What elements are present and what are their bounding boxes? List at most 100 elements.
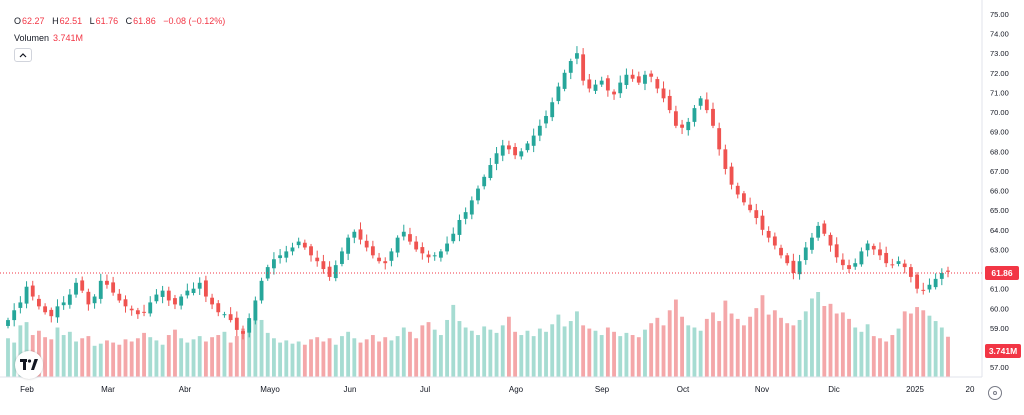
volume-bar [921, 310, 926, 377]
volume-bar [135, 338, 140, 377]
candle-body [735, 185, 740, 195]
candle-body [908, 267, 913, 277]
volume-bar [525, 330, 530, 377]
candle-body [438, 251, 443, 258]
y-tick-label: 60.00 [990, 304, 1009, 313]
change-value: −0.08 (−0.12%) [163, 16, 226, 26]
open-value: 62.27 [22, 16, 45, 26]
candle-body [395, 237, 400, 253]
y-tick-label: 65.00 [990, 206, 1009, 215]
candle-body [816, 225, 821, 238]
candle-body [939, 272, 944, 279]
candle-body [80, 280, 85, 291]
volume-bar [908, 313, 913, 377]
price-badge-label: 61.86 [991, 268, 1013, 278]
volume-bar [915, 307, 919, 377]
candle-body [377, 257, 381, 262]
volume-bar [661, 325, 666, 377]
volume-bar [834, 313, 839, 377]
volume-bar [389, 340, 394, 377]
volume-bar [55, 327, 60, 377]
candle-body [18, 302, 23, 308]
volume-bar [581, 325, 586, 377]
collapse-legend-button[interactable] [14, 48, 32, 62]
y-tick-label: 72.00 [990, 69, 1009, 78]
candle-body [599, 80, 604, 85]
volume-bar [760, 295, 765, 377]
candle-series [6, 46, 950, 340]
candle-body [612, 91, 616, 95]
y-tick-label: 59.00 [990, 324, 1009, 333]
candle-body [865, 243, 870, 251]
price-scale[interactable]: 75.00 74.00 73.00 72.00 71.00 70.00 69.00 68.00… [990, 10, 1009, 372]
x-tick-label: Abr [179, 385, 192, 394]
time-scale[interactable]: Feb Mar Abr Mayo Jun Jul Ago Sep Oct Nov Dic 2025 20 [20, 385, 975, 394]
volume-bar [742, 325, 746, 377]
volume-bar [717, 321, 722, 377]
candle-body [43, 306, 48, 313]
candle-body [358, 229, 363, 240]
candle-body [550, 102, 555, 118]
volume-bar [92, 345, 97, 377]
volume-bar [704, 318, 709, 377]
volume-bar [933, 321, 938, 377]
volume-bar [74, 341, 78, 377]
candle-body [302, 242, 307, 248]
volume-bar [686, 325, 691, 377]
volume-bar [12, 342, 17, 377]
volume-bar [754, 308, 759, 377]
settings-icon[interactable] [988, 386, 1002, 400]
volume-label: Volumen [14, 33, 50, 43]
candle-body [476, 188, 480, 201]
volume-bar [333, 344, 338, 377]
volume-bar [278, 342, 283, 377]
volume-bar [494, 332, 499, 377]
volume-bar [575, 311, 579, 377]
volume-value: 3.741M [53, 33, 84, 43]
volume-bar [265, 332, 270, 377]
y-tick-label: 70.00 [990, 108, 1009, 117]
volume-bar [618, 336, 623, 377]
volume-bar [513, 331, 518, 377]
volume-bar [185, 342, 190, 377]
volume-bar [426, 322, 431, 377]
volume-badge-label: 3.741M [989, 346, 1017, 356]
y-tick-label: 75.00 [990, 10, 1009, 19]
candle-body [148, 302, 153, 314]
candle-body [649, 73, 654, 77]
candle-body [643, 74, 647, 84]
volume-bar [259, 319, 264, 377]
candle-body [222, 314, 227, 316]
candle-body [333, 265, 338, 279]
volume-bar [432, 329, 437, 377]
volume-bar [160, 344, 165, 377]
candle-body [772, 236, 777, 246]
candle-body [321, 261, 326, 270]
low-value: 61.76 [95, 16, 119, 26]
candle-body [173, 298, 177, 305]
candle-body [327, 266, 332, 277]
candle-body [191, 288, 196, 294]
volume-bar [234, 336, 239, 377]
volume-bar [828, 303, 833, 377]
volume-bar [500, 325, 505, 377]
candle-body [451, 233, 456, 242]
open-key: O [14, 16, 22, 26]
volume-bar [395, 336, 400, 377]
volume-bar [43, 337, 48, 377]
volume-bar [105, 340, 109, 377]
candle-body [457, 219, 462, 235]
volume-bar [779, 317, 783, 377]
candle-body [624, 74, 629, 85]
volume-bar [673, 299, 678, 377]
candle-body [797, 261, 802, 275]
candle-body [581, 54, 586, 81]
volume-badge: 3.741M [985, 344, 1021, 358]
volume-bar [222, 331, 227, 377]
price-badge: 61.86 [985, 266, 1019, 280]
candle-body [241, 331, 245, 334]
tradingview-logo[interactable] [15, 351, 43, 379]
candle-body [636, 76, 641, 83]
